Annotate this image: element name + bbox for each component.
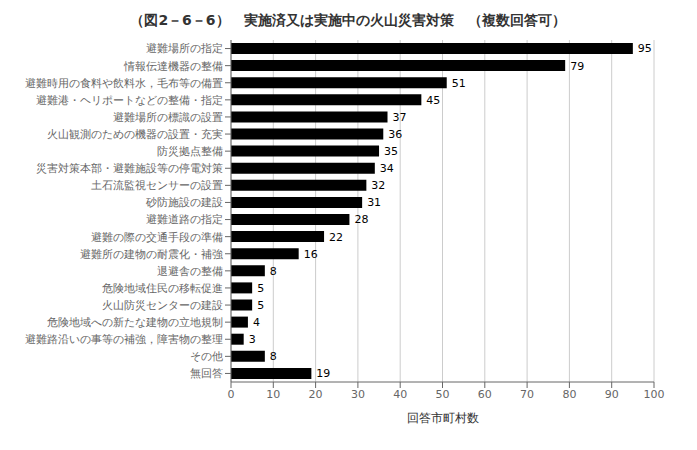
svg-text:45: 45	[426, 94, 440, 107]
svg-text:危険地域住民の移転促進: 危険地域住民の移転促進	[102, 282, 223, 295]
svg-text:95: 95	[638, 42, 652, 55]
svg-text:退避舎の整備: 退避舎の整備	[157, 265, 223, 278]
svg-text:回答市町村数: 回答市町村数	[407, 411, 479, 425]
svg-text:4: 4	[253, 316, 260, 329]
svg-text:避難所の建物の耐震化・補強: 避難所の建物の耐震化・補強	[80, 248, 223, 261]
svg-text:土石流監視センサーの設置: 土石流監視センサーの設置	[91, 179, 223, 192]
svg-text:22: 22	[329, 231, 343, 244]
svg-text:情報伝達機器の整備: 情報伝達機器の整備	[123, 60, 223, 73]
svg-text:40: 40	[393, 388, 407, 401]
svg-text:90: 90	[605, 388, 619, 401]
svg-text:16: 16	[304, 248, 318, 261]
svg-text:火山防災センターの建設: 火山防災センターの建設	[102, 299, 223, 312]
svg-text:避難道路の指定: 避難道路の指定	[146, 213, 223, 226]
svg-text:51: 51	[452, 77, 466, 90]
svg-text:32: 32	[371, 179, 385, 192]
svg-text:34: 34	[380, 162, 394, 175]
svg-text:防災拠点整備: 防災拠点整備	[157, 145, 223, 158]
svg-text:5: 5	[257, 282, 264, 295]
svg-text:30: 30	[351, 388, 365, 401]
svg-text:避難路沿いの事等の補強，障害物の整理: 避難路沿いの事等の補強，障害物の整理	[25, 333, 223, 346]
svg-text:5: 5	[257, 299, 264, 312]
svg-text:0: 0	[228, 388, 235, 401]
svg-text:50: 50	[436, 388, 450, 401]
svg-text:避難場所の指定: 避難場所の指定	[146, 42, 223, 55]
svg-text:60: 60	[478, 388, 492, 401]
svg-text:避難時用の食料や飲料水，毛布等の備置: 避難時用の食料や飲料水，毛布等の備置	[25, 77, 223, 90]
svg-text:31: 31	[367, 196, 381, 209]
svg-text:砂防施設の建設: 砂防施設の建設	[145, 196, 223, 209]
svg-text:35: 35	[384, 145, 398, 158]
svg-text:火山観測のための機器の設置・充実: 火山観測のための機器の設置・充実	[47, 128, 223, 141]
svg-text:8: 8	[270, 350, 277, 363]
svg-text:10: 10	[266, 388, 280, 401]
svg-text:避難港・ヘリポートなどの整備・指定: 避難港・ヘリポートなどの整備・指定	[36, 94, 223, 107]
svg-text:災害対策本部・避難施設等の停電対策: 災害対策本部・避難施設等の停電対策	[36, 162, 223, 175]
svg-text:その他: その他	[190, 350, 223, 363]
svg-text:19: 19	[316, 367, 330, 380]
svg-text:80: 80	[562, 388, 576, 401]
svg-text:70: 70	[520, 388, 534, 401]
svg-text:100: 100	[644, 388, 665, 401]
svg-text:避難の際の交通手段の準備: 避難の際の交通手段の準備	[91, 231, 223, 244]
svg-text:36: 36	[388, 128, 402, 141]
svg-text:3: 3	[249, 333, 256, 346]
html-text:（図2－6－6） 実施済又は実施中の火山災害対策 （複数回答: （図2－6－6） 実施済又は実施中の火山災害対策 （複数回答可）	[130, 12, 566, 28]
svg-text:無回答: 無回答	[190, 367, 223, 380]
svg-text:危険地域への新たな建物の立地規制: 危険地域への新たな建物の立地規制	[47, 316, 223, 329]
svg-text:避難場所の標識の設置: 避難場所の標識の設置	[113, 111, 223, 124]
svg-text:28: 28	[354, 213, 368, 226]
svg-text:37: 37	[393, 111, 407, 124]
svg-text:8: 8	[270, 265, 277, 278]
svg-text:79: 79	[570, 60, 584, 73]
svg-text:20: 20	[309, 388, 323, 401]
